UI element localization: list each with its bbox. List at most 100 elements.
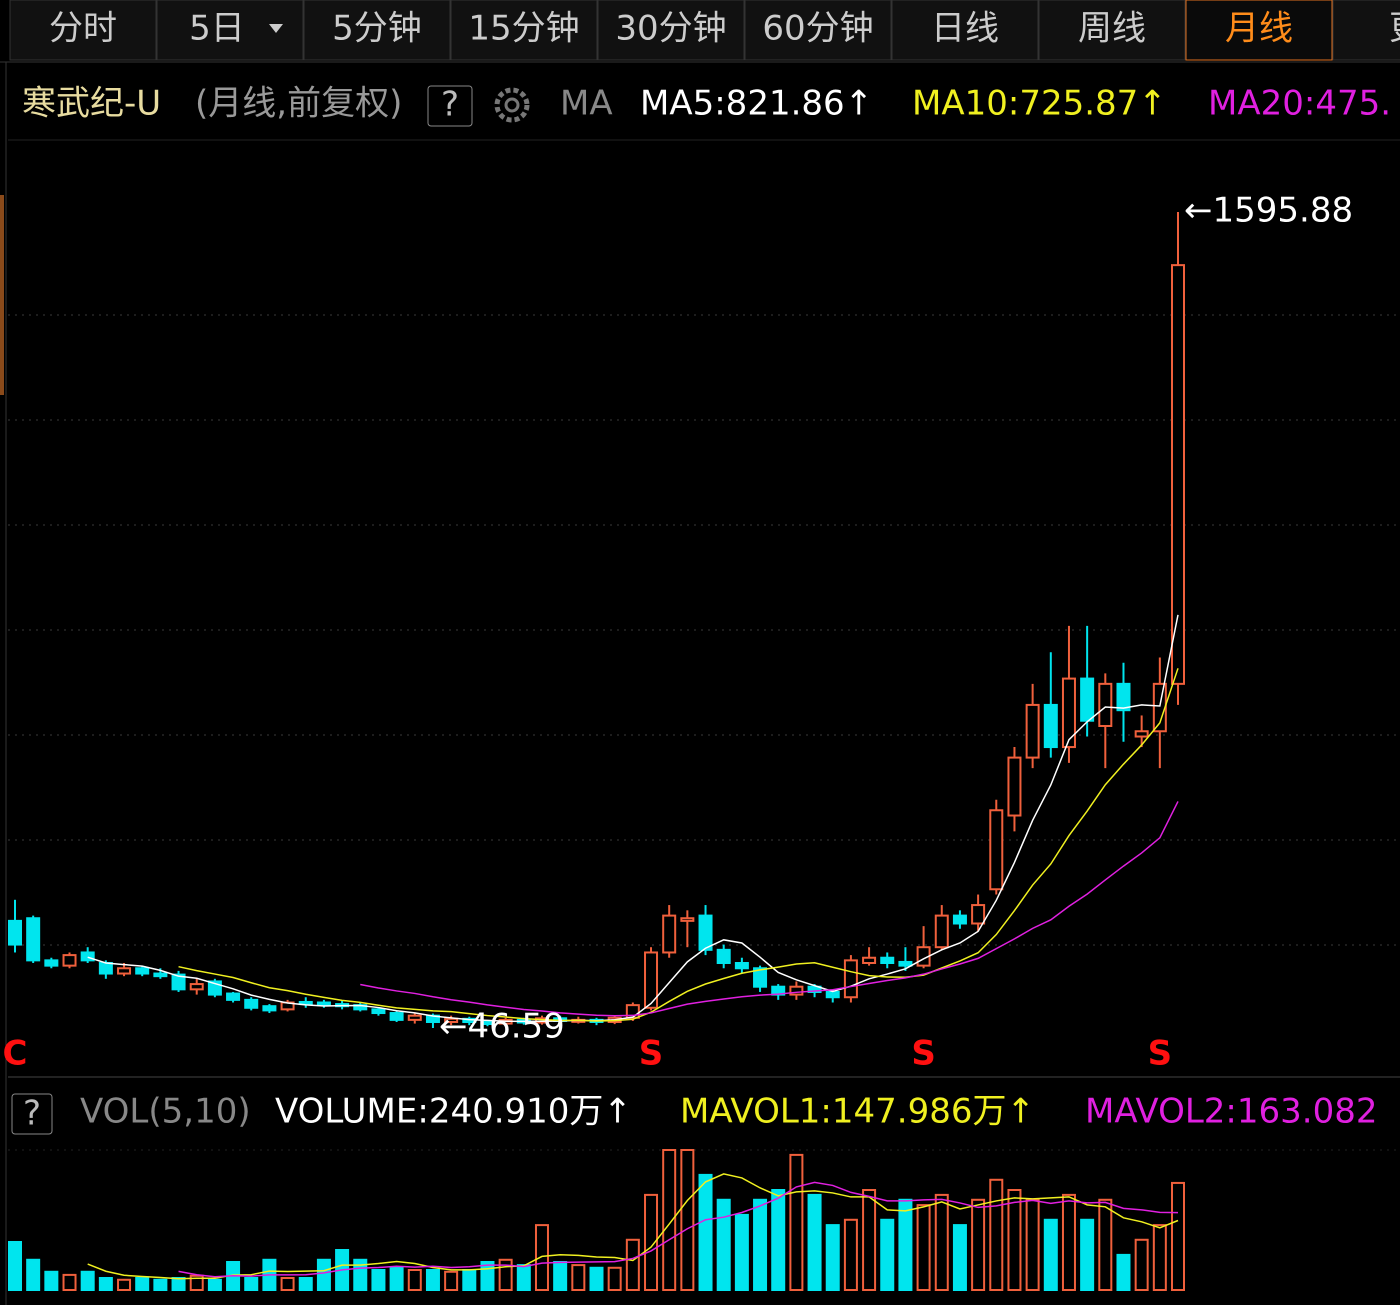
volume-bar	[771, 1189, 786, 1291]
volume-bar	[117, 1278, 132, 1292]
volume-bar	[625, 1238, 640, 1292]
volume-bar	[26, 1258, 41, 1292]
scroll-marker	[0, 195, 4, 395]
volume-bar	[189, 1274, 204, 1292]
volume-bar	[244, 1277, 259, 1291]
volume-label: MAVOL2:163.082	[1085, 1092, 1377, 1132]
ma-label: MA10:725.87↑	[912, 84, 1167, 124]
tab-label[interactable]: 5日	[189, 9, 245, 49]
candle-body	[1043, 703, 1058, 749]
gear-icon-center	[504, 97, 520, 113]
tab[interactable]	[450, 0, 598, 61]
volume-label: VOLUME:240.910万↑	[275, 1092, 632, 1132]
tab[interactable]	[744, 0, 892, 61]
volume-bar	[1007, 1189, 1022, 1291]
candle-body	[789, 985, 804, 996]
dropdown-arrow[interactable]	[269, 24, 283, 33]
tab[interactable]	[9, 0, 157, 61]
tab-label[interactable]: 月线	[1225, 9, 1293, 49]
tab-label[interactable]: 分时	[49, 9, 117, 49]
help-icon[interactable]: ?	[441, 85, 459, 125]
candle-body	[8, 919, 22, 946]
tab[interactable]	[1038, 0, 1186, 61]
tab[interactable]	[597, 0, 745, 61]
tab[interactable]	[156, 0, 304, 61]
volume-bar	[298, 1277, 313, 1291]
candle-body	[1025, 703, 1040, 759]
tab-label[interactable]: 30分钟	[615, 9, 726, 49]
tab[interactable]	[891, 0, 1039, 61]
candle-body	[662, 914, 677, 954]
volume-bar	[534, 1224, 549, 1291]
volume-bar	[753, 1198, 768, 1292]
ma-label: MA5:821.86↑	[640, 84, 873, 124]
candle-body	[952, 914, 967, 925]
candle-body	[80, 951, 95, 962]
ma-line	[178, 668, 1179, 1022]
help-icon[interactable]: ?	[23, 1094, 41, 1134]
help-box[interactable]	[427, 85, 473, 127]
volume-ma-line	[87, 1173, 1179, 1280]
volume-bar	[880, 1218, 895, 1292]
volume-bar	[1152, 1224, 1167, 1291]
candle-body	[753, 967, 768, 988]
candle-body	[117, 967, 132, 975]
candle-body	[171, 973, 186, 991]
tab-label[interactable]: 15分钟	[468, 9, 579, 49]
candle-body	[698, 914, 713, 951]
candle-body	[989, 809, 1004, 891]
tab-label[interactable]: 60分钟	[762, 9, 873, 49]
volume-bar	[8, 1241, 22, 1291]
volume-bar	[680, 1149, 695, 1291]
tab[interactable]	[1332, 0, 1400, 61]
candle-body	[298, 1000, 313, 1006]
tab-label[interactable]: 周线	[1078, 9, 1146, 49]
tab-label[interactable]: 5分钟	[332, 9, 422, 49]
volume-bar	[171, 1277, 186, 1291]
volume-bar	[898, 1198, 913, 1292]
tab-label[interactable]: 更	[1389, 9, 1400, 49]
tab-label[interactable]: 日线	[931, 9, 999, 49]
candle-body	[244, 998, 259, 1009]
volume-bar	[316, 1258, 331, 1292]
volume-bar	[825, 1224, 840, 1291]
candle-body	[934, 914, 949, 949]
candle-body	[1098, 682, 1113, 727]
signal-marker: S	[911, 1034, 936, 1074]
volume-bar	[971, 1198, 986, 1292]
candle-body	[407, 1014, 422, 1021]
candle-body	[153, 972, 168, 978]
candle-body	[1116, 682, 1131, 712]
volume-bar	[516, 1264, 531, 1291]
candle-body	[262, 1005, 277, 1012]
candle-body	[62, 954, 77, 967]
volume-bar	[1116, 1253, 1131, 1292]
candle-body	[680, 917, 695, 922]
volume-bar	[662, 1149, 677, 1291]
candle-body	[825, 990, 840, 999]
volume-ma-line	[178, 1181, 1179, 1278]
volume-bar	[498, 1258, 513, 1292]
volume-bar	[734, 1213, 749, 1292]
tab[interactable]	[1185, 0, 1333, 61]
candle-body	[1061, 677, 1076, 749]
volume-bar	[1080, 1218, 1095, 1292]
candle-body	[189, 983, 204, 991]
gear-icon[interactable]	[494, 87, 530, 123]
volume-bar	[98, 1277, 113, 1291]
signal-marker: C	[3, 1034, 28, 1074]
volume-bar	[952, 1224, 967, 1291]
candle-body	[644, 951, 659, 1009]
high-annotation: ←1595.88	[1184, 191, 1353, 231]
volume-bar	[62, 1273, 77, 1292]
help-box[interactable]	[11, 1093, 53, 1135]
candle-body	[444, 1017, 459, 1023]
volume-bar	[1134, 1238, 1149, 1292]
ma-label: MA20:475.	[1208, 84, 1391, 124]
volume-bar	[807, 1193, 822, 1292]
volume-bar	[1043, 1218, 1058, 1292]
volume-bar	[80, 1270, 95, 1292]
tab[interactable]	[303, 0, 451, 61]
signal-marker: S	[1148, 1034, 1173, 1074]
